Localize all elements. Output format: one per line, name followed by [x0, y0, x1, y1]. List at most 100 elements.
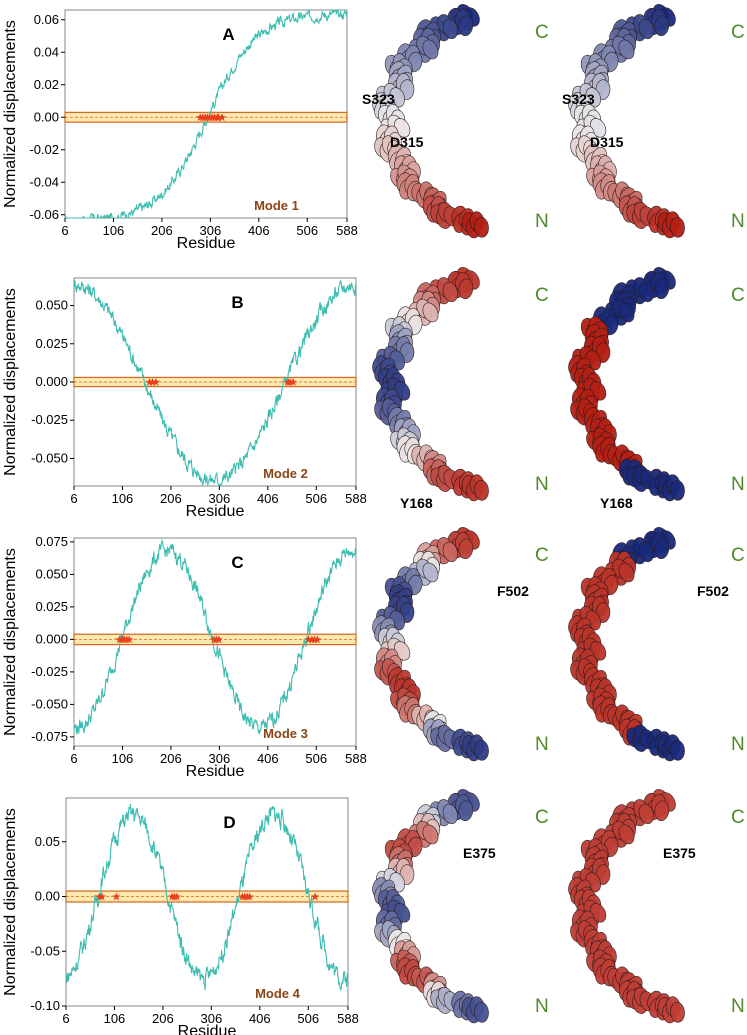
helix-segment: [422, 824, 439, 845]
chart-panel-d: 6 106 206 306 406 506 588 -0.10 -0.05 0.00 0.05 Res…: [2, 797, 359, 1035]
n-terminus-label: N: [731, 211, 745, 232]
helix-segment: [422, 562, 439, 583]
panel-letter: D: [223, 813, 235, 832]
residue-label: F502: [697, 583, 729, 599]
y-tick-label: 0.00: [34, 109, 59, 124]
n-terminus-label: N: [535, 996, 549, 1017]
displacement-trace: [73, 280, 357, 488]
residue-label: S323: [562, 91, 595, 107]
c-terminus-label: C: [535, 285, 549, 306]
x-tick-label: 506: [305, 491, 327, 506]
x-tick-label: 588: [345, 491, 367, 506]
panel-letter: A: [222, 25, 234, 44]
helix-segment: [458, 15, 474, 37]
protein-structure-a-2: CN: [568, 4, 745, 239]
x-tick-label: 588: [337, 1011, 359, 1026]
protein-structure-b-2: CN: [568, 267, 745, 502]
helix-segment: [442, 18, 458, 40]
residue-label: E375: [463, 845, 496, 861]
c-terminus-label: C: [731, 285, 745, 306]
helix-segment: [474, 740, 489, 761]
residue-label: E375: [663, 845, 696, 861]
n-terminus-label: N: [535, 211, 549, 232]
x-tick-label: 106: [104, 1011, 126, 1026]
helix-segment: [442, 803, 458, 825]
helix-segment: [638, 18, 654, 40]
residue-label: D315: [590, 134, 624, 150]
n-terminus-label: N: [731, 474, 745, 495]
hinge-marker: [97, 892, 106, 901]
hinge-marker: [245, 892, 254, 901]
residue-label: D315: [390, 134, 424, 150]
helix-segment: [442, 281, 458, 303]
x-tick-label: 6: [70, 491, 77, 506]
y-tick-label: -0.075: [31, 729, 68, 744]
x-tick-label: 306: [209, 751, 231, 766]
residue-label: S323: [362, 91, 395, 107]
y-tick-label: -0.10: [30, 998, 60, 1013]
helix-segment: [618, 302, 635, 323]
y-tick-label: -0.06: [29, 207, 59, 222]
c-terminus-label: C: [535, 22, 549, 43]
x-tick-label: 406: [257, 751, 279, 766]
x-tick-label: 588: [345, 751, 367, 766]
mode-label: Mode 1: [254, 198, 299, 213]
hinge-marker: [311, 892, 320, 901]
n-terminus-label: N: [535, 474, 549, 495]
x-tick-label: 106: [112, 751, 134, 766]
helix-segment: [670, 740, 685, 761]
n-terminus-label: N: [731, 734, 745, 755]
hinge-marker: [214, 635, 223, 644]
c-terminus-label: C: [731, 22, 745, 43]
x-tick-label: 506: [297, 1011, 319, 1026]
helix-segment: [618, 39, 635, 60]
y-tick-label: -0.04: [29, 174, 59, 189]
helix-segment: [654, 538, 670, 560]
c-terminus-label: C: [731, 545, 745, 566]
hinge-marker: [217, 113, 226, 122]
helix-segment: [654, 278, 670, 300]
y-tick-label: -0.02: [29, 142, 59, 157]
helix-segment: [458, 278, 474, 300]
x-tick-label: 206: [152, 1011, 174, 1026]
residue-label: Y168: [600, 495, 633, 511]
hinge-marker: [289, 378, 298, 386]
x-tick-label: 506: [296, 223, 318, 238]
chart-panel-c: 6 106 206 306 406 506 588 -0.075 -0.050 -0.025 0.0…: [2, 534, 367, 780]
protein-structure-d-1: CN: [372, 789, 549, 1024]
x-tick-label: 406: [249, 1011, 271, 1026]
hinge-marker: [313, 635, 322, 644]
hinge-marker: [125, 635, 134, 644]
displacement-trace: [65, 804, 349, 992]
helix-segment: [474, 1002, 489, 1023]
y-tick-label: 0.000: [35, 374, 68, 389]
protein-structure-b-1: CN: [372, 267, 549, 502]
y-tick-label: -0.050: [31, 696, 68, 711]
c-terminus-label: C: [535, 807, 549, 828]
x-tick-label: 206: [160, 751, 182, 766]
y-axis-label: Normalized displacements: [2, 20, 19, 208]
n-terminus-label: N: [731, 996, 745, 1017]
y-tick-label: -0.05: [30, 943, 60, 958]
residue-label: Y168: [400, 495, 433, 511]
y-axis-label: Normalized displacements: [2, 808, 19, 996]
protein-structure-a-1: CN: [372, 4, 549, 239]
helix-segment: [654, 15, 670, 37]
helix-segment: [458, 800, 474, 822]
n-terminus-label: N: [535, 734, 549, 755]
helix-segment: [422, 302, 439, 323]
protein-structure-c-1: CN: [372, 527, 549, 762]
x-tick-label: 6: [61, 223, 68, 238]
y-tick-label: 0.04: [34, 44, 59, 59]
c-terminus-label: C: [731, 807, 745, 828]
x-axis-label: Residue: [186, 503, 245, 520]
helix-segment: [618, 824, 635, 845]
protein-structure-d-2: CN: [568, 789, 745, 1024]
x-tick-label: 106: [112, 491, 134, 506]
x-axis-label: Residue: [178, 1023, 237, 1035]
helix-segment: [670, 217, 685, 238]
x-tick-label: 106: [103, 223, 125, 238]
protein-structure-c-2: CN: [568, 527, 745, 762]
